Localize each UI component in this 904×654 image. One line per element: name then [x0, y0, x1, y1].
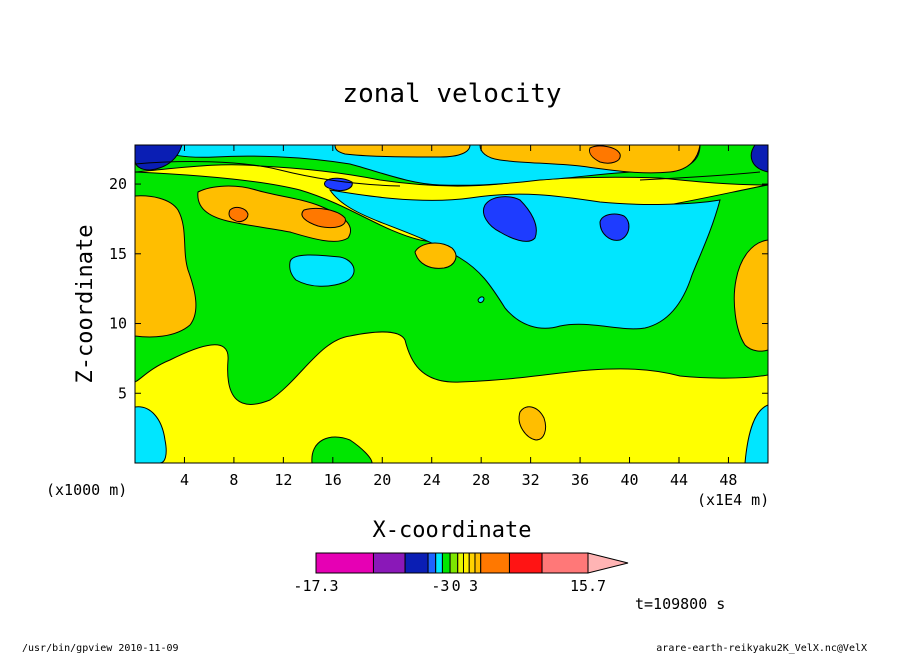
contour-orange-top-right	[479, 145, 701, 174]
footer-left: /usr/bin/gpview 2010-11-09	[22, 643, 179, 654]
x-axis-label: X-coordinate	[373, 518, 532, 543]
colorbar-segment	[480, 552, 510, 574]
contour-line-top	[135, 161, 401, 187]
colorbar-segment	[468, 552, 476, 574]
colorbar-tick-label: 0	[452, 577, 461, 595]
x-tick-label: 36	[571, 471, 589, 489]
y-tick-label: 20	[109, 175, 127, 193]
time-label: t=109800 s	[635, 595, 725, 613]
x-tick-label: 12	[274, 471, 292, 489]
contour-orange-upper-left	[197, 185, 352, 242]
contour-orange-left	[135, 195, 197, 338]
chart-title: zonal velocity	[342, 79, 561, 109]
y-tick-label: 15	[109, 245, 127, 263]
colorbar-tick-label: 3	[469, 577, 478, 595]
colorbar-segment	[449, 552, 459, 574]
colorbar-segment	[441, 552, 451, 574]
contour-orange-dot-top	[414, 242, 457, 269]
x-tick-label: 20	[373, 471, 391, 489]
colorbar-segment	[404, 552, 429, 574]
colorbar-segment	[541, 552, 589, 574]
contour-blue-center	[483, 196, 537, 242]
contour-line-right	[639, 171, 761, 181]
x-tick-label: 40	[621, 471, 639, 489]
contour-green-bottom	[311, 436, 373, 463]
x-tick-label: 48	[719, 471, 737, 489]
x-tick-label: 4	[180, 471, 189, 489]
contour-orange-bottom	[518, 406, 547, 441]
y-tick-label: 10	[109, 315, 127, 333]
plot-frame	[134, 144, 769, 464]
x-tick-label: 8	[229, 471, 238, 489]
colorbar-segment	[457, 552, 464, 574]
contour-blue-right	[599, 213, 630, 241]
colorbar-tick-label: -17.3	[293, 577, 338, 595]
y-tick-label: 5	[118, 384, 127, 402]
colorbar-segment	[427, 552, 437, 574]
y-axis-label: Z-coordinate	[73, 225, 98, 384]
colorbar-ticks: -17.3 -3 0 3 15.7	[293, 577, 606, 595]
x-axis-ticks: 4 8 12 16 20 24 28 32 36 40 44 48	[180, 145, 737, 489]
colorbar-extension	[587, 552, 629, 574]
x-tick-label: 16	[324, 471, 342, 489]
x-tick-label: 24	[423, 471, 441, 489]
contour-orange-right	[733, 239, 768, 352]
contour-blue-small	[324, 177, 353, 191]
contour-small-blob	[477, 296, 485, 303]
colorbar-tick-label: 15.7	[570, 577, 606, 595]
contour-darkorange-3	[589, 145, 621, 164]
x-unit-label: (x1000 m)	[46, 481, 127, 499]
colorbar-segment	[462, 552, 470, 574]
contour-orange-top-strip	[334, 145, 471, 158]
colorbar-segment	[474, 552, 482, 574]
x-scale-label: (x1E4 m)	[697, 491, 769, 509]
contour-fills	[135, 145, 768, 463]
x-tick-label: 44	[670, 471, 688, 489]
contour-darkorange-2	[228, 206, 249, 223]
colorbar	[315, 552, 629, 574]
footer-right: arare-earth-reikyaku2K_VelX.nc@VelX	[656, 643, 867, 654]
colorbar-segment	[372, 552, 406, 574]
x-tick-label: 32	[522, 471, 540, 489]
contour-lightblue-island	[289, 254, 355, 287]
colorbar-segment	[315, 552, 374, 574]
colorbar-segment	[435, 552, 443, 574]
contour-darkorange-1	[301, 207, 346, 229]
colorbar-segment	[508, 552, 543, 574]
x-tick-label: 28	[472, 471, 490, 489]
y-axis-ticks: 5 10 15 20	[109, 175, 768, 402]
colorbar-tick-label: -3	[431, 577, 449, 595]
